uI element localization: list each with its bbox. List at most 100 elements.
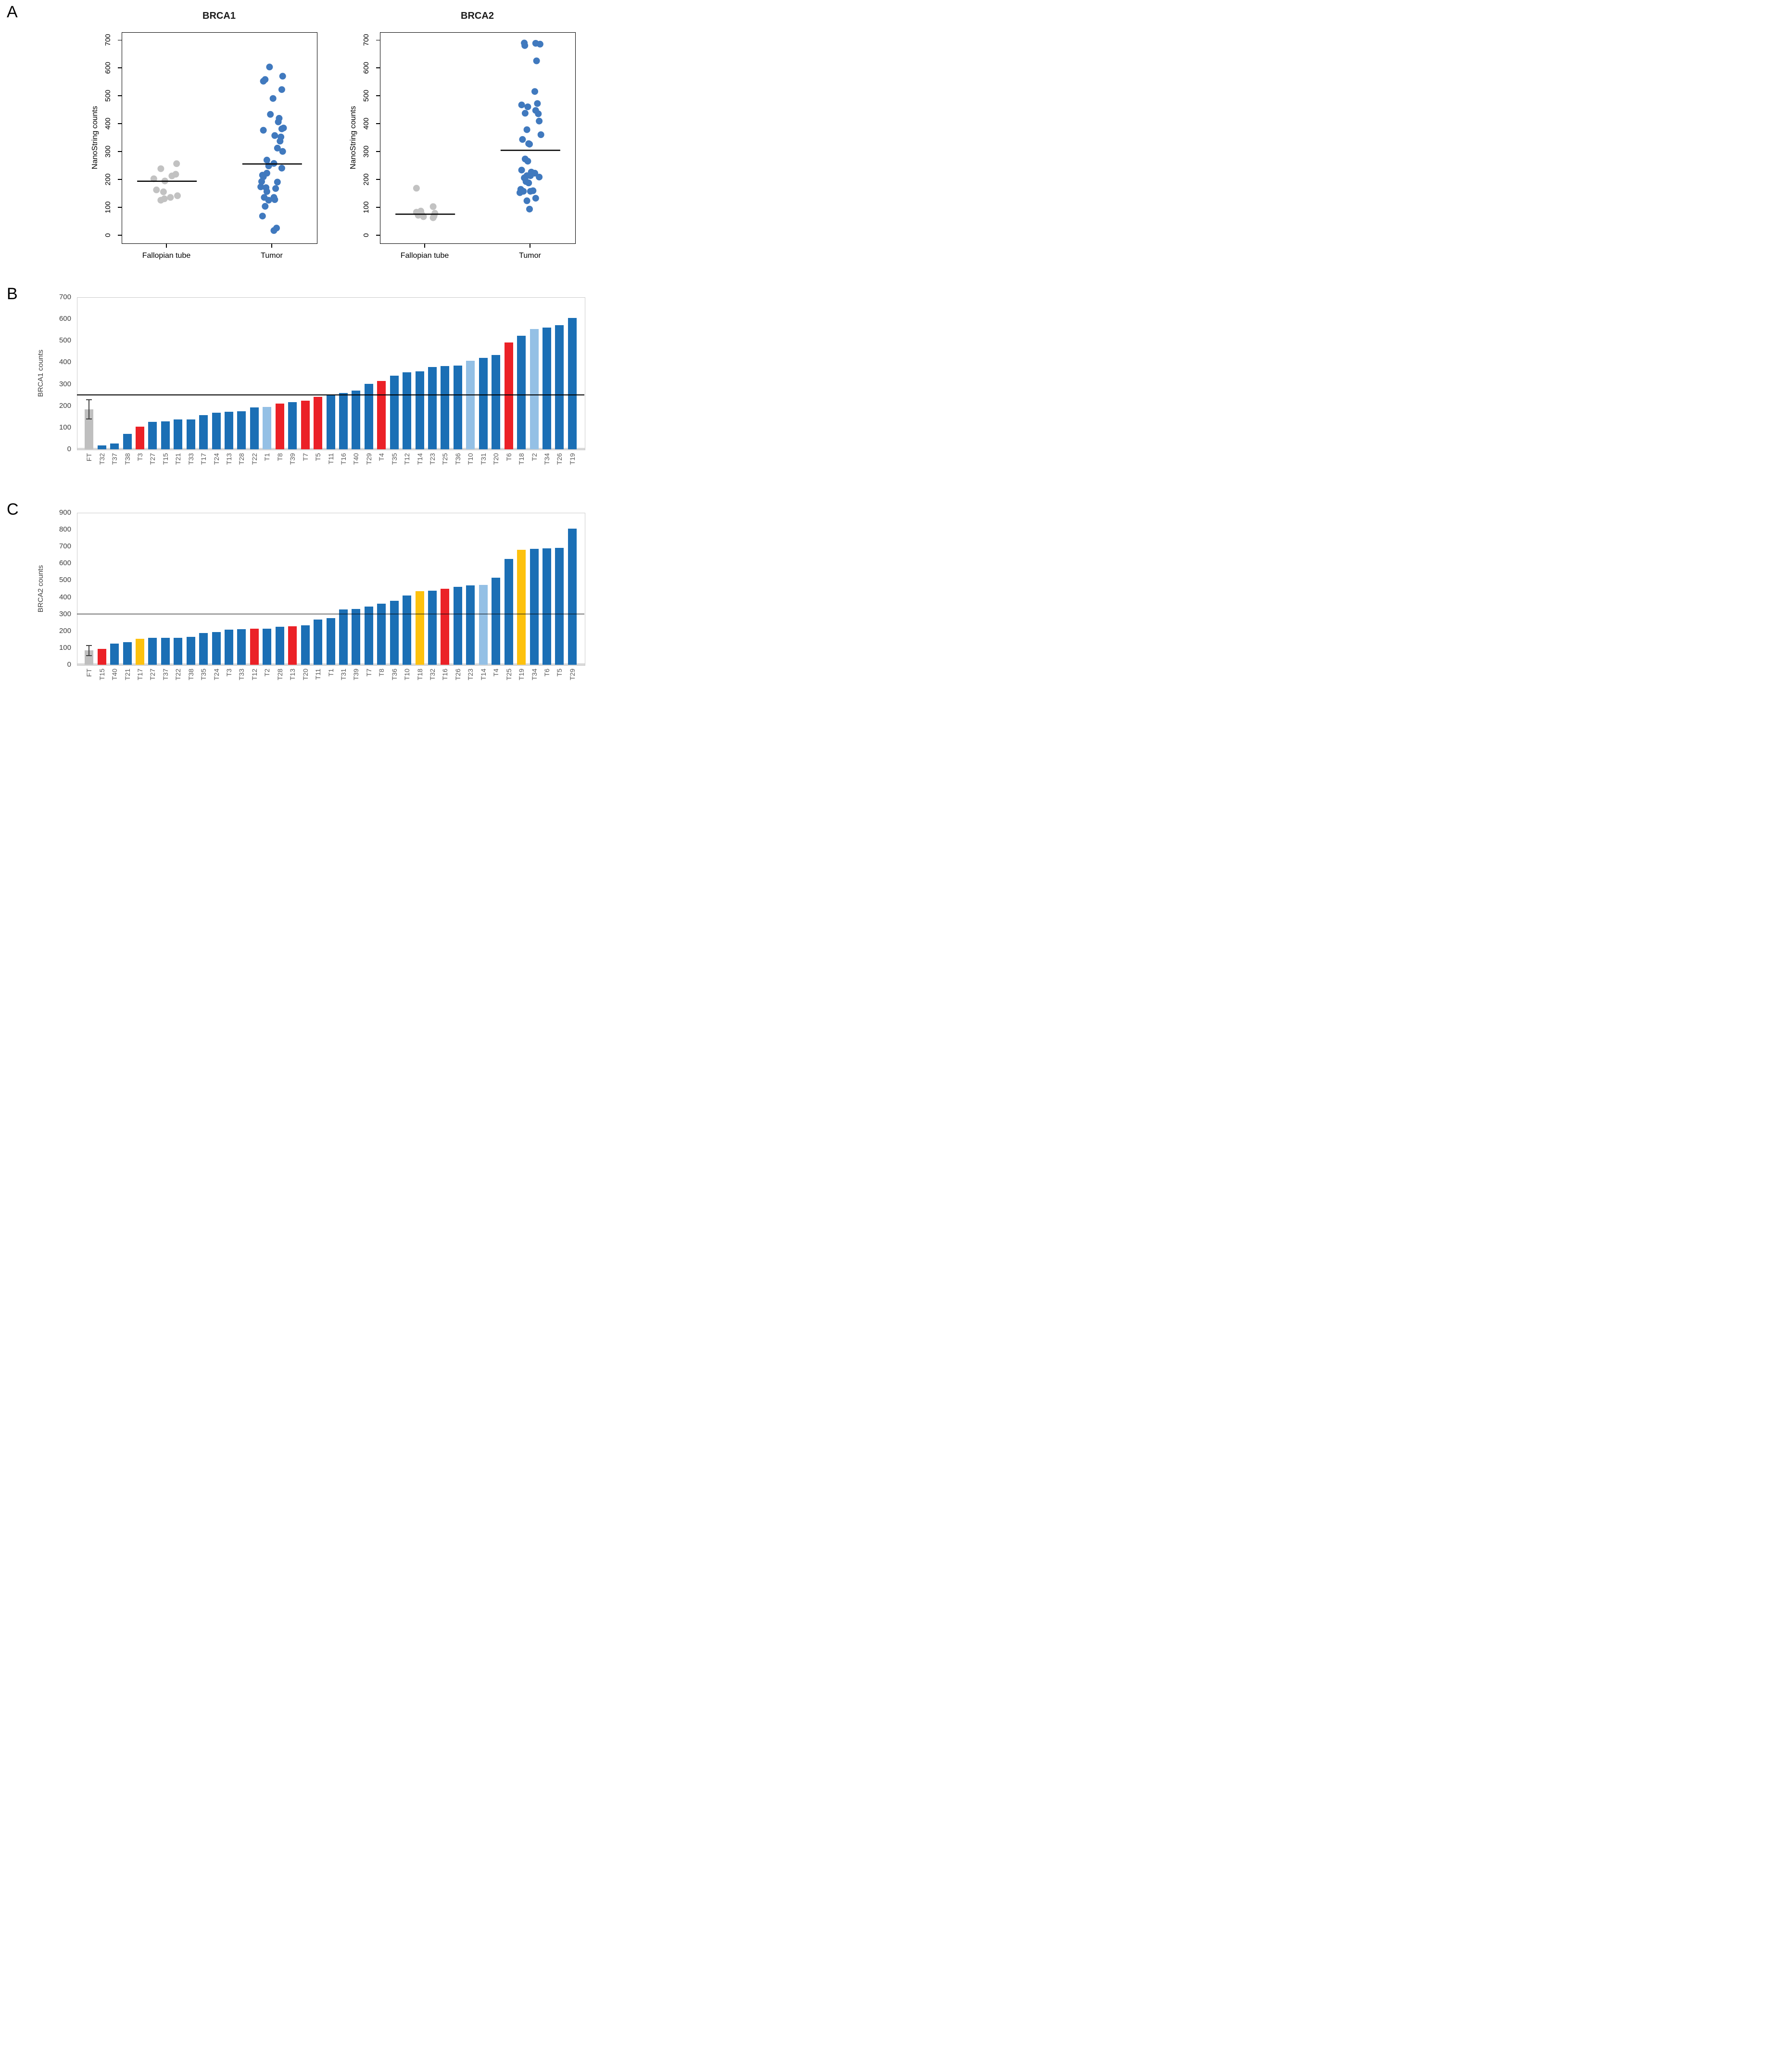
- brca1-bars-error-bar-line: [88, 400, 90, 419]
- brca1-scatter-dot: [257, 183, 265, 190]
- brca1-bars-bar-label-T2: T2: [530, 453, 538, 461]
- brca1-bars-bar-T27: [148, 421, 157, 449]
- brca2-bars-bar-label-T37: T37: [161, 669, 169, 681]
- brca1-scatter-ytick-mark: [118, 95, 122, 96]
- brca1-bars-bar-label-T21: T21: [174, 453, 182, 465]
- brca2-scatter-dot: [523, 197, 530, 204]
- brca2-bars-bar-T14: [479, 584, 488, 665]
- brca1-scatter-dot: [274, 178, 281, 186]
- brca1-bars-bar-label-T13: T13: [225, 453, 233, 465]
- brca2-bars-bar-label-T22: T22: [174, 669, 182, 681]
- panel-b-letter: B: [7, 285, 18, 303]
- brca1-bars-bar-T6: [504, 342, 513, 449]
- brca2-bars-bar-label-T3: T3: [225, 669, 233, 677]
- brca1-scatter-dot: [160, 188, 167, 195]
- brca2-bars-reference-line: [77, 613, 584, 615]
- brca2-scatter-ytick-mark: [376, 235, 380, 236]
- brca2-bars-bar-label-T32: T32: [429, 669, 436, 681]
- brca1-bars-bar-label-T16: T16: [339, 453, 347, 465]
- brca1-bars-bar-T13: [225, 412, 233, 449]
- brca2-bars-bar-T32: [428, 590, 437, 665]
- brca2-bars-bar-label-T18: T18: [416, 669, 424, 681]
- brca2-scatter-dot: [429, 203, 437, 210]
- brca1-bars-bar-T22: [250, 407, 259, 449]
- brca2-scatter-dot: [527, 188, 534, 195]
- brca2-bars-error-bar-cap-top: [86, 645, 92, 646]
- brca1-bars-bar-T5: [314, 396, 323, 449]
- brca1-bars-bar-label-T29: T29: [365, 453, 373, 465]
- brca2-bars-bar-T6: [542, 548, 551, 665]
- brca1-bars-bar-label-T14: T14: [416, 453, 424, 465]
- brca1-scatter-dot: [153, 186, 160, 193]
- brca1-scatter-dot: [174, 192, 181, 199]
- brca1-bars-bar-label-T31: T31: [479, 453, 487, 465]
- brca2-bars-bar-label-FT: FT: [85, 669, 93, 677]
- brca2-bars-bar-label-T1: T1: [327, 669, 335, 677]
- brca2-bars-ytick-label: 800: [59, 525, 71, 534]
- brca1-bars-bar-label-T35: T35: [390, 453, 398, 465]
- brca1-bars-bar-label-T6: T6: [505, 453, 513, 461]
- brca1-bars-bar-label-T8: T8: [276, 453, 284, 461]
- brca1-bars-ytick-label: 600: [59, 315, 71, 323]
- brca2-bars-bar-T17: [136, 638, 144, 665]
- brca2-scatter-dot: [521, 42, 529, 49]
- brca2-scatter-dot: [535, 110, 542, 117]
- brca2-bars-bar-T4: [492, 577, 501, 665]
- brca2-scatter-dots-layer: [395, 39, 560, 221]
- brca2-bars-bar-T18: [415, 591, 424, 665]
- brca2-scatter-ytick-mark: [376, 95, 380, 96]
- brca1-scatter-plot-area: [122, 32, 317, 244]
- brca1-bars-bar-T11: [326, 395, 335, 449]
- brca2-bars-bar-T21: [123, 642, 132, 665]
- brca1-scatter-dot: [260, 77, 267, 85]
- brca1-bars-error-bar-cap-top: [86, 399, 92, 401]
- brca1-bars-bar-T20: [492, 355, 501, 449]
- brca2-scatter-dot: [413, 185, 420, 192]
- figure-canvas: A B C BRCA1 BRCA2 NanoString counts Nano…: [0, 0, 597, 688]
- brca2-bars-bar-T16: [441, 589, 450, 665]
- brca1-bars-bar-T38: [123, 434, 132, 449]
- brca2-scatter-ytick-mark: [376, 123, 380, 124]
- brca1-bars-bar-T21: [174, 419, 183, 449]
- brca2-bars-bar-T1: [326, 618, 335, 665]
- brca1-scatter-ytick-label: 700: [104, 34, 112, 46]
- brca1-scatter-dot: [278, 86, 285, 93]
- brca2-bars-bar-label-T29: T29: [568, 669, 576, 681]
- brca2-bars-bar-label-T34: T34: [530, 669, 538, 681]
- brca1-scatter-dot: [271, 196, 278, 203]
- brca1-bars-bar-T29: [364, 383, 373, 449]
- brca2-scatter-ytick-mark: [376, 67, 380, 68]
- brca1-scatter-ytick-mark: [118, 179, 122, 180]
- panel-c-letter: C: [7, 500, 19, 519]
- brca2-scatter-dot: [517, 189, 523, 196]
- brca1-bars-bar-T24: [212, 412, 221, 449]
- brca2-scatter-dot: [527, 172, 534, 179]
- brca2-bars-bar-label-T12: T12: [250, 669, 258, 681]
- brca2-bars-bar-T39: [352, 609, 361, 665]
- brca1-scatter-dot: [275, 118, 282, 126]
- brca2-scatter-dot: [532, 195, 539, 202]
- brca2-scatter-dot: [521, 110, 529, 117]
- brca2-bars-bar-label-T5: T5: [555, 669, 564, 677]
- brca2-bars-bar-T36: [390, 600, 399, 665]
- brca1-scatter-ytick-mark: [118, 67, 122, 68]
- brca1-bars-bar-label-T34: T34: [543, 453, 551, 465]
- brca2-bars-bar-T34: [530, 548, 539, 665]
- brca1-bars-bar-label-T23: T23: [429, 453, 436, 465]
- brca1-bars-bar-T26: [555, 325, 564, 449]
- brca2-bars-bar-label-T6: T6: [543, 669, 551, 677]
- brca2-bars-bar-T22: [174, 637, 183, 665]
- brca2-bars-bar-T31: [339, 609, 348, 665]
- brca1-scatter-ytick-mark: [118, 207, 122, 208]
- brca1-scatter-dot: [266, 63, 273, 71]
- brca1-scatter-dot: [274, 144, 281, 152]
- brca2-category-tumor: Tumor: [519, 252, 541, 260]
- brca1-bars-ytick-label: 300: [59, 380, 71, 388]
- brca2-scatter-dot: [536, 117, 543, 125]
- brca1-scatter-dot: [258, 178, 265, 185]
- brca1-bars-bar-T3: [136, 426, 144, 449]
- brca1-bars-bar-T4: [377, 381, 386, 449]
- brca1-bars-ytick-label: 700: [59, 293, 71, 301]
- brca1-bars-bar-label-T33: T33: [187, 453, 195, 465]
- brca1-bars-bar-T25: [441, 366, 450, 449]
